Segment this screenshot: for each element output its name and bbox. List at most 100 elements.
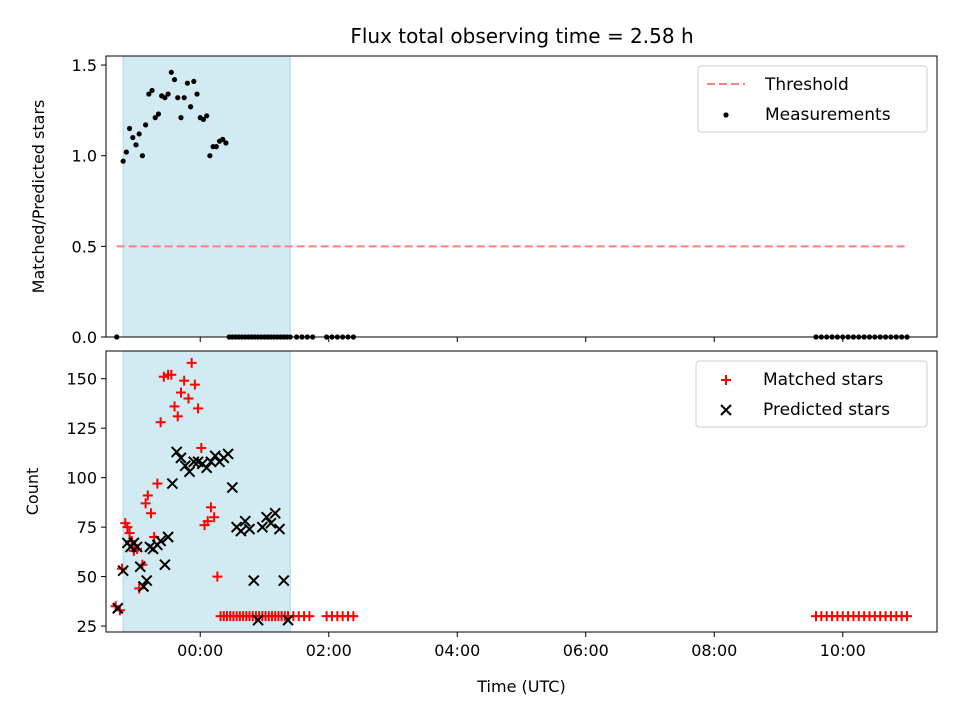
predicted-star-point xyxy=(179,460,191,472)
predicted-star-point xyxy=(235,525,247,537)
bottom-y-ticks: 25 50 75 100 125 150 xyxy=(66,370,106,636)
predicted-star-point xyxy=(183,466,196,478)
top-y-ticks: 0.0 0.5 1.0 1.5 xyxy=(72,56,106,347)
matched-star-point xyxy=(193,403,204,414)
bottom-y-tick-label: 25 xyxy=(77,617,97,636)
predicted-star-point xyxy=(248,574,260,587)
measurements-legend-label: Measurements xyxy=(765,105,891,125)
measurement-point xyxy=(149,87,155,94)
top-y-axis-label: Matched/Predicted stars xyxy=(29,100,48,294)
bottom-x-axis-label: Time (UTC) xyxy=(476,677,565,696)
measurement-point xyxy=(152,115,158,121)
top-x-ticks xyxy=(199,337,844,342)
matched-star-point xyxy=(155,417,166,428)
matched-star-point xyxy=(186,357,197,368)
predicted-star-point xyxy=(222,448,234,460)
predicted-star-point xyxy=(162,531,174,543)
predicted-star-point xyxy=(117,564,129,577)
measurement-point xyxy=(146,91,152,97)
measurement-point xyxy=(178,115,184,121)
matched-star-point xyxy=(304,611,315,622)
matched-star-point xyxy=(152,478,163,489)
predicted-star-point xyxy=(226,481,239,494)
predicted-star-point xyxy=(256,521,269,533)
matched-star-point xyxy=(145,508,156,519)
top-y-tick-label: 0.5 xyxy=(72,237,97,256)
predicted-star-point xyxy=(134,560,146,573)
measurement-point xyxy=(168,69,174,75)
bottom-x-tick-label: 10:00 xyxy=(820,641,866,660)
top-plot-frame xyxy=(105,55,938,338)
matched-star-point xyxy=(142,490,153,501)
bottom-x-tick-label: 02:00 xyxy=(306,641,352,660)
matched-star-point xyxy=(140,498,151,509)
predicted-star-points xyxy=(112,446,294,626)
measurement-point xyxy=(223,140,229,146)
top-legend-box xyxy=(697,65,928,133)
bottom-y-tick-label: 75 xyxy=(77,518,97,537)
bottom-panel: 25 50 75 100 125 150 00:00 02:00 04:00 06:00 08:0… xyxy=(23,350,938,696)
measurement-point xyxy=(181,95,187,101)
measurement-point xyxy=(220,136,226,142)
matched-star-point xyxy=(124,528,135,539)
predicted-star-point xyxy=(239,515,251,527)
measurement-point xyxy=(191,78,197,84)
predicted-star-point xyxy=(252,614,264,626)
predicted-star-point xyxy=(209,450,221,462)
measurement-point xyxy=(126,125,133,132)
measurement-point xyxy=(194,91,200,97)
matched-star-point xyxy=(169,401,180,412)
bottom-plot-frame xyxy=(105,350,938,633)
predicted-star-point xyxy=(273,523,286,535)
matched-star-point xyxy=(172,411,183,422)
predicted-star-point xyxy=(175,452,187,464)
matched-star-point xyxy=(189,379,200,390)
matched-star-point xyxy=(202,516,213,527)
bottom-y-tick-label: 125 xyxy=(66,419,97,438)
measurement-point xyxy=(120,158,126,164)
bottom-x-tick-label: 06:00 xyxy=(563,641,609,660)
matched-star-point xyxy=(179,375,190,386)
matched-star-point xyxy=(902,611,913,622)
matched-legend-swatch xyxy=(721,375,731,385)
predicted-legend-swatch xyxy=(720,404,732,416)
measurement-point xyxy=(123,149,129,155)
predicted-star-point xyxy=(154,535,167,547)
predicted-star-point xyxy=(159,559,171,571)
predicted-star-point xyxy=(112,602,124,614)
bottom-y-tick-label: 100 xyxy=(66,469,97,488)
measurement-point xyxy=(184,80,190,86)
top-y-tick-label: 1.5 xyxy=(72,56,97,75)
predicted-star-point xyxy=(282,614,294,626)
matched-star-point xyxy=(205,502,216,513)
matched-legend-marker xyxy=(721,375,731,385)
matched-star-point xyxy=(166,369,177,380)
top-y-tick-label: 0.0 xyxy=(72,328,97,347)
measurement-point xyxy=(213,144,219,150)
measurement-point xyxy=(204,113,210,119)
predicted-star-point xyxy=(188,456,200,468)
measurement-point xyxy=(207,153,213,159)
measurement-point xyxy=(155,111,162,117)
matched-star-point xyxy=(212,571,223,582)
predicted-legend-label: Predicted stars xyxy=(763,400,890,420)
predicted-star-point xyxy=(140,574,153,587)
predicted-star-point xyxy=(131,541,143,553)
matched-star-point xyxy=(348,611,359,622)
predicted-star-point xyxy=(260,511,273,523)
matched-star-point xyxy=(122,522,133,533)
predicted-star-point xyxy=(243,523,256,535)
matched-star-point xyxy=(175,387,186,398)
bottom-x-ticks: 00:00 02:00 04:00 06:00 08:00 10:00 xyxy=(177,632,866,660)
bottom-x-tick-label: 08:00 xyxy=(691,641,737,660)
chart-title: Flux total observing time = 2.58 h xyxy=(350,24,693,48)
measurement-point xyxy=(130,134,136,141)
measurement-point xyxy=(133,142,139,148)
predicted-star-point xyxy=(166,477,179,490)
top-legend: Threshold Measurements xyxy=(697,65,928,133)
measurement-point xyxy=(136,131,142,137)
matched-star-point xyxy=(196,442,207,453)
predicted-star-point xyxy=(170,446,183,458)
top-panel: 0.0 0.5 1.0 1.5 Matched/Predicted stars Thr… xyxy=(29,55,938,347)
